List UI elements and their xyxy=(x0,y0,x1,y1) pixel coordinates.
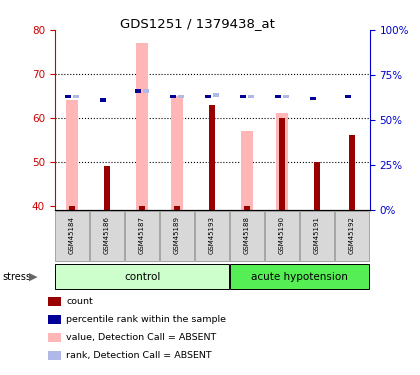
Text: acute hypotension: acute hypotension xyxy=(251,272,348,282)
Text: rank, Detection Call = ABSENT: rank, Detection Call = ABSENT xyxy=(66,351,212,360)
Text: count: count xyxy=(66,297,93,306)
Bar xyxy=(160,211,194,261)
Bar xyxy=(349,135,355,210)
Bar xyxy=(209,105,215,210)
Text: GSM45193: GSM45193 xyxy=(209,216,215,254)
Bar xyxy=(195,211,229,261)
Text: GSM45188: GSM45188 xyxy=(244,216,250,254)
Bar xyxy=(55,211,89,261)
Bar xyxy=(90,211,124,261)
Text: control: control xyxy=(124,272,160,282)
Text: ▶: ▶ xyxy=(29,272,37,282)
Bar xyxy=(241,131,253,210)
Bar xyxy=(283,95,289,98)
Bar xyxy=(213,93,219,97)
Bar xyxy=(171,96,183,210)
Text: stress: stress xyxy=(2,272,31,282)
Text: GSM45187: GSM45187 xyxy=(139,216,145,254)
Text: GDS1251 / 1379438_at: GDS1251 / 1379438_at xyxy=(120,17,275,30)
Text: percentile rank within the sample: percentile rank within the sample xyxy=(66,315,226,324)
Text: GSM45186: GSM45186 xyxy=(104,216,110,254)
Bar xyxy=(248,95,254,98)
Bar xyxy=(135,90,142,93)
Bar xyxy=(279,118,285,210)
Bar xyxy=(125,211,159,261)
Bar xyxy=(345,95,352,98)
Text: GSM45184: GSM45184 xyxy=(69,216,75,254)
Bar xyxy=(276,113,288,210)
Bar xyxy=(170,95,176,98)
Bar xyxy=(66,100,78,210)
Bar xyxy=(136,43,148,210)
Bar xyxy=(310,97,317,100)
Bar xyxy=(300,211,334,261)
Bar xyxy=(244,206,250,210)
Bar xyxy=(69,206,75,210)
Bar xyxy=(230,264,369,289)
Bar xyxy=(139,206,145,210)
Bar xyxy=(178,95,184,98)
Text: GSM45190: GSM45190 xyxy=(279,216,285,254)
Bar xyxy=(65,95,71,98)
Bar xyxy=(100,99,107,102)
Text: GSM45192: GSM45192 xyxy=(349,216,355,254)
Bar xyxy=(275,95,281,98)
Text: GSM45189: GSM45189 xyxy=(174,216,180,254)
Bar xyxy=(240,95,247,98)
Bar xyxy=(335,211,369,261)
Bar xyxy=(104,166,110,210)
Bar xyxy=(174,206,180,210)
Bar xyxy=(265,211,299,261)
Bar xyxy=(143,90,149,93)
Bar xyxy=(314,162,320,210)
Bar xyxy=(205,95,212,98)
Text: value, Detection Call = ABSENT: value, Detection Call = ABSENT xyxy=(66,333,217,342)
Bar xyxy=(230,211,264,261)
Bar xyxy=(55,264,229,289)
Bar xyxy=(73,95,79,98)
Text: GSM45191: GSM45191 xyxy=(314,216,320,254)
